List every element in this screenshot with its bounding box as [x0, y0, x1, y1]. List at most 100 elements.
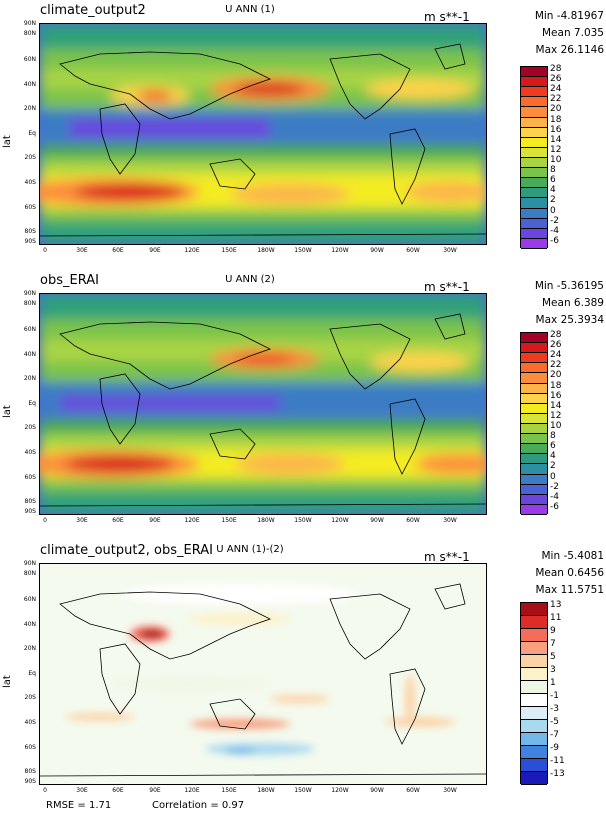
colorbar	[520, 66, 548, 249]
colorbar-label: 11	[550, 613, 562, 623]
lon-tick: 30W	[443, 517, 457, 524]
colorbar-label: 8	[550, 165, 556, 176]
colorbar-segment	[521, 629, 547, 642]
colorbar-segment	[521, 373, 547, 384]
colorbar-segment	[521, 97, 547, 108]
lon-tick: 120W	[331, 247, 349, 254]
lat-tick: 60N	[23, 326, 36, 333]
stat-min: Min -5.4081	[541, 550, 605, 562]
colorbar-label: 28	[550, 64, 562, 74]
colorbar	[520, 332, 548, 515]
colorbar-label: 14	[550, 134, 562, 145]
lon-tick: 90E	[149, 247, 161, 254]
lat-tick: 90N	[23, 560, 36, 567]
colorbar-segment	[521, 87, 547, 98]
lon-tick: 150W	[294, 787, 312, 794]
colorbar-label: 2	[550, 195, 556, 206]
colorbar-label: -11	[550, 756, 565, 766]
colorbar-segment	[521, 494, 547, 505]
y-axis-title: lat	[2, 405, 13, 418]
colorbar-label: 24	[550, 84, 562, 95]
colorbar-label: 13	[550, 600, 562, 610]
colorbar-segment	[521, 218, 547, 229]
lon-tick: 120E	[184, 517, 200, 524]
stats-block: Min -5.36195 Mean 6.389 Max 25.3934	[494, 278, 604, 329]
colorbar-label: 1	[550, 678, 556, 688]
lat-tick: 90S	[24, 238, 36, 245]
colorbar-segment	[521, 168, 547, 179]
colorbar-segment	[521, 343, 547, 354]
lon-tick: 180W	[257, 787, 275, 794]
colorbar-label: -7	[550, 730, 559, 740]
colorbar-label: -1	[550, 691, 559, 701]
panel-units: m s**-1	[424, 550, 470, 564]
lat-tick: 20N	[23, 645, 36, 652]
lat-tick: 80S	[24, 228, 36, 235]
lon-tick: 90W	[370, 517, 384, 524]
lon-tick: 90E	[149, 787, 161, 794]
colorbar-label: 14	[550, 400, 562, 411]
lon-tick: 150W	[294, 517, 312, 524]
colorbar-label: 18	[550, 380, 562, 391]
colorbar-segment	[521, 147, 547, 158]
stat-min: Min -4.81967	[534, 10, 604, 22]
lon-tick: 30E	[76, 787, 88, 794]
colorbar-segment	[521, 393, 547, 404]
colorbar-label: 12	[550, 410, 562, 421]
contour-map	[39, 293, 487, 515]
colorbar-label: -5	[550, 717, 559, 727]
lat-tick: 60S	[24, 744, 36, 751]
panel-title: U ANN (2)	[225, 274, 275, 285]
lat-tick: 80S	[24, 768, 36, 775]
lat-tick: 80N	[23, 300, 36, 307]
lat-tick: 40N	[23, 81, 36, 88]
colorbar-label: 0	[550, 471, 556, 482]
colorbar-segment	[521, 733, 547, 746]
stat-mean: Mean 0.6456	[535, 567, 604, 579]
panel-name: climate_output2	[40, 3, 146, 18]
lat-tick: 60N	[23, 56, 36, 63]
y-axis-title: lat	[2, 675, 13, 688]
lon-tick: 30W	[443, 247, 457, 254]
lat-tick: 40S	[24, 449, 36, 456]
colorbar-segment	[521, 504, 547, 515]
colorbar-label: 26	[550, 340, 562, 351]
contour-map	[39, 563, 487, 785]
lat-tick: 40N	[23, 351, 36, 358]
lat-tick: 40N	[23, 621, 36, 628]
colorbar-label: 18	[550, 114, 562, 125]
lat-tick: 40S	[24, 719, 36, 726]
lon-tick: 60W	[406, 787, 420, 794]
colorbar-segment	[521, 616, 547, 629]
colorbar-segment	[521, 484, 547, 495]
colorbar-label: 5	[550, 652, 556, 662]
colorbar-segment	[521, 413, 547, 424]
colorbar-segment	[521, 238, 547, 249]
colorbar-segment	[521, 668, 547, 681]
lon-tick: 60E	[112, 247, 124, 254]
colorbar-segment	[521, 603, 547, 616]
colorbar-label: 6	[550, 441, 556, 452]
colorbar-label: -6	[550, 501, 559, 512]
colorbar-label: -4	[550, 491, 559, 502]
lat-tick: 20N	[23, 375, 36, 382]
lat-tick: 90N	[23, 290, 36, 297]
colorbar-label: -4	[550, 225, 559, 236]
colorbar-label: 24	[550, 350, 562, 361]
correlation-label: Correlation = 0.97	[152, 800, 245, 811]
lon-tick: 0	[43, 247, 47, 254]
colorbar-segment	[521, 383, 547, 394]
lon-tick: 60E	[112, 787, 124, 794]
colorbar-label: 12	[550, 144, 562, 155]
colorbar-segment	[521, 188, 547, 199]
panel-model: climate_output2 U ANN (1) m s**-1 Min -4…	[0, 0, 606, 270]
lon-tick: 150E	[221, 517, 237, 524]
colorbar-segment	[521, 434, 547, 445]
lat-tick: 40S	[24, 179, 36, 186]
lon-tick: 30E	[76, 517, 88, 524]
colorbar-segment	[521, 474, 547, 485]
colorbar-label: -3	[550, 704, 559, 714]
colorbar-label: -6	[550, 235, 559, 246]
colorbar-segment	[521, 707, 547, 720]
lon-tick: 0	[43, 517, 47, 524]
